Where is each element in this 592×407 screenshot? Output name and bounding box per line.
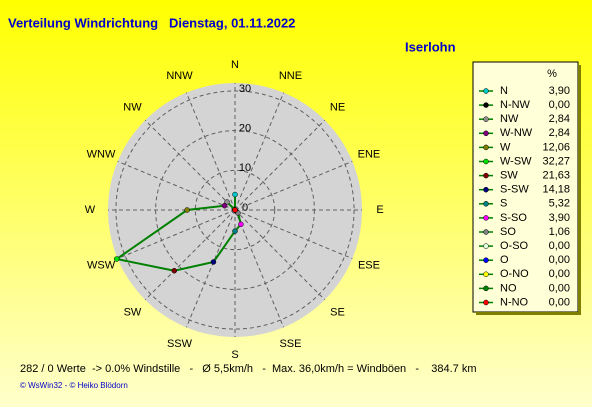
legend-label: N [500, 85, 508, 97]
legend-shadow [578, 65, 581, 315]
legend-value: 2,84 [549, 127, 570, 139]
data-point [184, 207, 190, 213]
grid-spoke [185, 92, 236, 211]
legend-label: O-NO [500, 268, 529, 280]
direction-label: WNW [87, 148, 116, 160]
legend-label: NW [500, 113, 519, 125]
legend-label: SO [500, 226, 516, 238]
legend-label: W-SW [500, 155, 532, 167]
grid-spoke [234, 119, 326, 211]
data-point [113, 256, 120, 262]
legend-label: O-SO [500, 240, 529, 252]
data-point [232, 207, 238, 213]
direction-label: W [85, 204, 96, 216]
legend-swatch [483, 215, 489, 221]
direction-label: SW [124, 306, 142, 318]
legend-label: W-NW [500, 127, 533, 139]
data-point [232, 228, 238, 234]
direction-label: ESE [358, 259, 380, 271]
legend-value: 21,63 [542, 170, 570, 182]
legend-label: N-NW [500, 99, 531, 111]
legend-value: 0,00 [549, 296, 570, 308]
credits: © WsWin32 - © Heiko Blödorn [20, 381, 128, 390]
legend-swatch [483, 257, 489, 263]
legend-swatch [483, 130, 489, 137]
data-point [221, 202, 228, 209]
legend-value: 0,00 [549, 282, 570, 294]
legend-swatch [483, 243, 489, 249]
legend-value: 2,84 [549, 113, 570, 125]
legend-shadow [476, 312, 581, 315]
grid-ring [194, 169, 276, 251]
direction-label: ENE [358, 148, 381, 160]
direction-label: S [231, 349, 238, 361]
direction-label: WSW [87, 259, 116, 271]
legend-value: 1,06 [549, 226, 570, 238]
legend-swatch [483, 102, 489, 108]
legend-value: 12,06 [542, 141, 570, 153]
r-tick-label: 0 [242, 202, 248, 214]
legend-value: 32,27 [542, 155, 570, 167]
legend-label: O [500, 254, 509, 266]
legend-label: S [500, 198, 507, 210]
legend-value: 3,90 [549, 85, 570, 97]
legend-swatch [483, 299, 489, 306]
grid-spoke [117, 209, 236, 260]
direction-label: E [376, 204, 383, 216]
legend-value: 5,32 [549, 198, 570, 210]
grid-spoke [234, 209, 353, 260]
legend-value: 14,18 [542, 184, 570, 196]
legend-swatch [483, 116, 489, 122]
chart-subtitle: Iserlohn [405, 39, 456, 54]
grid-spoke [234, 209, 326, 301]
legend-swatch [483, 144, 489, 151]
footer: 282 / 0 Werte -> 0.0% Windstille - Ø 5,5… [20, 363, 476, 375]
grid-spoke [234, 160, 353, 211]
grid-spoke [117, 160, 236, 211]
r-tick-label: 20 [239, 123, 251, 135]
legend-label: N-NO [500, 296, 529, 308]
direction-label: SE [330, 306, 345, 318]
legend-label: S-SW [500, 184, 529, 196]
grid-spoke [234, 209, 285, 328]
data-point [171, 267, 178, 274]
legend-value: 0,00 [549, 240, 570, 252]
legend-swatch [483, 186, 489, 193]
direction-label: SSW [167, 338, 193, 350]
grid-spoke [234, 92, 285, 211]
data-point [210, 259, 217, 265]
direction-label: NW [123, 101, 142, 113]
legend-value: 0,00 [549, 99, 570, 111]
data-point [232, 191, 238, 198]
legend-swatch [483, 88, 489, 94]
r-tick-label: 10 [239, 162, 251, 174]
r-tick-label: 30 [239, 83, 251, 95]
direction-label: NNW [166, 70, 193, 82]
legend-swatch [483, 271, 489, 278]
direction-label: SSE [279, 338, 301, 350]
legend-label: W [500, 141, 511, 153]
legend-box [472, 61, 579, 313]
grid-spoke [185, 209, 236, 328]
legend-label: S-SO [500, 212, 527, 224]
legend-swatch [483, 158, 489, 165]
legend-value: 3,90 [549, 212, 570, 224]
legend-swatch [483, 229, 489, 235]
legend-swatch [483, 285, 489, 292]
legend-swatch [483, 172, 489, 179]
direction-label: N [231, 59, 239, 71]
grid-spoke [144, 209, 236, 301]
legend-header: % [547, 68, 557, 80]
legend-value: 0,00 [549, 254, 570, 266]
legend-swatch [483, 201, 489, 207]
chart-title: Verteilung Windrichtung Dienstag, 01.11.… [8, 15, 295, 30]
direction-label: NNE [279, 70, 302, 82]
legend-label: SW [500, 170, 518, 182]
legend-value: 0,00 [549, 268, 570, 280]
grid-spoke [144, 119, 236, 211]
legend-label: NO [500, 282, 517, 294]
direction-label: NE [330, 101, 345, 113]
data-point [238, 221, 244, 228]
